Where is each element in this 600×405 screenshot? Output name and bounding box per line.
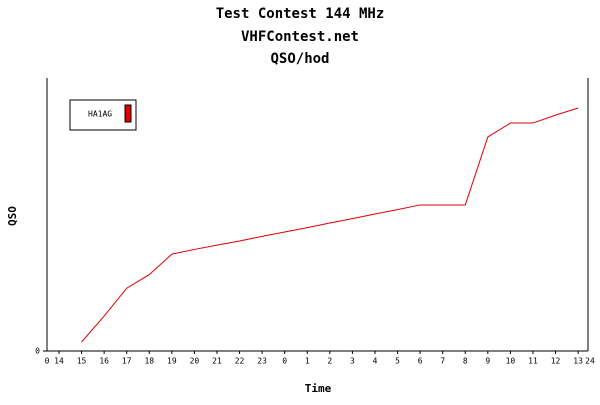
x-tick-label: 7 [440,357,445,366]
x-tick-label: 22 [235,357,245,366]
x-tick-label: 20 [190,357,200,366]
x-tick-label: 0 [282,357,287,366]
x-axis-label: Time [305,382,332,395]
x-tick-label: 8 [463,357,468,366]
x-tick-label: 21 [212,357,222,366]
x-tick-label: 18 [144,357,154,366]
x-tick-label: 15 [77,357,87,366]
legend-label: HA1AG [88,110,112,119]
x-tick-label: 2 [327,357,332,366]
x-tick-label: 17 [122,357,132,366]
x-tick-label: 3 [350,357,355,366]
x-tick-label: 14 [54,357,64,366]
chart-subtitle: VHFContest.net [241,29,359,45]
x-edge-label: 0 [45,357,50,366]
x-tick-label: 9 [485,357,490,366]
x-tick-label: 13 [573,357,583,366]
x-tick-label: 6 [418,357,423,366]
x-tick-label: 5 [395,357,400,366]
x-tick-label: 19 [167,357,177,366]
legend-swatch [124,104,132,123]
x-tick-label: 1 [305,357,310,366]
x-tick-label: 4 [373,357,378,366]
y-tick-label: 0 [35,347,40,356]
line [81,107,579,343]
chart-subtitle: QSO/hod [270,51,329,67]
x-tick-label: 12 [551,357,561,366]
x-tick-label: 10 [506,357,516,366]
x-tick-label: 11 [528,357,538,366]
x-edge-label: 24 [585,357,595,366]
x-tick-label: 23 [257,357,267,366]
y-axis-label: QSO [6,206,19,226]
x-tick-label: 16 [99,357,109,366]
chart-title: Test Contest 144 MHz [216,6,385,22]
